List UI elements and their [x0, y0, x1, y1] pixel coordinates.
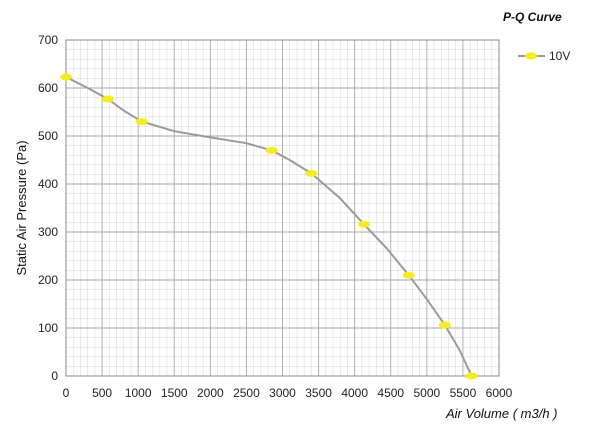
- data-point: [265, 146, 278, 154]
- data-point: [135, 118, 148, 126]
- x-tick-label: 5500: [450, 386, 477, 400]
- data-point: [60, 73, 72, 81]
- x-axis-title: Air Volume ( m3/h ): [445, 406, 558, 421]
- x-tick-label: 1500: [161, 386, 188, 400]
- x-tick-label: 1000: [125, 386, 152, 400]
- legend-label-10v: 10V: [549, 49, 570, 63]
- x-tick-label: 2500: [233, 386, 260, 400]
- data-point: [438, 321, 451, 329]
- y-axis-title: Static Air Pressure (Pa): [14, 140, 29, 275]
- chart-title: P-Q Curve: [503, 10, 562, 24]
- series-layer: [60, 73, 478, 380]
- y-tick-label: 600: [38, 81, 58, 95]
- data-point: [101, 95, 114, 103]
- x-axis-ticks: 0 500 1000 1500 2000 2500 3000 3500 4000 4500 5000…: [63, 386, 513, 400]
- x-tick-label: 5000: [413, 386, 440, 400]
- x-tick-label: 500: [92, 386, 112, 400]
- y-tick-label: 100: [38, 321, 58, 335]
- data-point: [305, 169, 318, 177]
- y-tick-label: 300: [38, 225, 58, 239]
- legend-marker-swatch: [525, 52, 537, 60]
- x-tick-label: 4000: [341, 386, 368, 400]
- x-tick-label: 4500: [377, 386, 404, 400]
- x-tick-label: 2000: [197, 386, 224, 400]
- series-line: [65, 76, 473, 377]
- y-tick-label: 400: [38, 177, 58, 191]
- y-tick-label: 200: [38, 273, 58, 287]
- x-tick-label: 0: [63, 386, 70, 400]
- data-point: [465, 372, 478, 380]
- y-axis-ticks: 0 100 200 300 400 500 600 700: [38, 33, 58, 383]
- x-tick-label: 3500: [305, 386, 332, 400]
- x-tick-label: 6000: [486, 386, 513, 400]
- data-point: [358, 220, 371, 228]
- y-tick-label: 700: [38, 33, 58, 47]
- legend: 10V: [518, 49, 570, 63]
- y-tick-label: 0: [51, 369, 58, 383]
- plot-area-frame: [65, 39, 500, 377]
- data-point: [402, 271, 415, 279]
- y-tick-label: 500: [38, 129, 58, 143]
- x-tick-label: 3000: [269, 386, 296, 400]
- plot-frame: [65, 39, 500, 377]
